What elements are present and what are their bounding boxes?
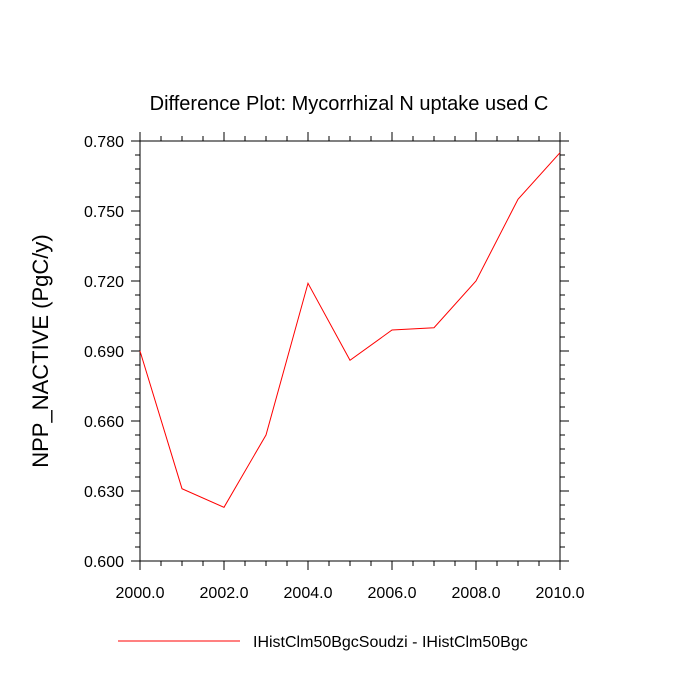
x-tick-label: 2008.0: [452, 585, 501, 602]
plot-area: 2000.0 2002.0 2004.0 2006.0 2008.0 2010.0 0.60…: [84, 132, 585, 602]
y-axis-label: NPP_NACTIVE (PgC/y): [28, 234, 53, 468]
y-tick-label: 0.750: [84, 204, 124, 221]
y-tick-label: 0.660: [84, 414, 124, 431]
y-tick-label: 0.720: [84, 274, 124, 291]
x-tick-label: 2006.0: [368, 585, 417, 602]
y-tick-label: 0.600: [84, 554, 124, 571]
y-tick-label: 0.690: [84, 344, 124, 361]
legend: IHistClm50BgcSoudzi - IHistClm50Bgc: [118, 634, 528, 651]
y-tick-label: 0.780: [84, 134, 124, 151]
y-tick-label: 0.630: [84, 484, 124, 501]
legend-label: IHistClm50BgcSoudzi - IHistClm50Bgc: [253, 634, 528, 651]
chart-title: Difference Plot: Mycorrhizal N uptake us…: [150, 93, 549, 115]
x-tick-label: 2010.0: [536, 585, 585, 602]
x-tick-label: 2000.0: [116, 585, 165, 602]
x-tick-label: 2002.0: [200, 585, 249, 602]
x-tick-label: 2004.0: [284, 585, 333, 602]
series-line: [139, 152, 561, 508]
